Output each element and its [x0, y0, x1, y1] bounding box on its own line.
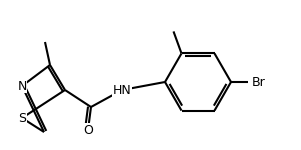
- Text: N: N: [17, 80, 27, 93]
- Text: S: S: [18, 111, 26, 124]
- Text: HN: HN: [113, 84, 131, 96]
- Text: O: O: [83, 123, 93, 136]
- Text: Br: Br: [252, 75, 266, 88]
